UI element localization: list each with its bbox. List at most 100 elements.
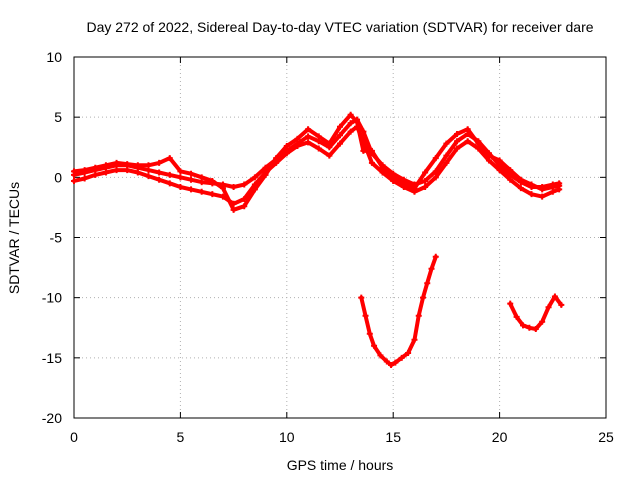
data-point <box>539 193 546 200</box>
data-point <box>166 171 173 178</box>
data-point <box>209 177 216 184</box>
data-point <box>241 203 248 210</box>
grid-lines <box>74 57 606 418</box>
data-point <box>230 183 237 190</box>
data-point <box>337 132 343 139</box>
data-point <box>283 150 290 157</box>
data-point <box>347 128 354 135</box>
y-tick-label: 10 <box>46 49 62 65</box>
data-point <box>337 140 343 147</box>
data-point <box>337 123 343 130</box>
data-point <box>305 139 312 146</box>
data-point <box>496 167 503 174</box>
data-point <box>188 170 195 177</box>
data-point <box>124 161 131 168</box>
data-point <box>526 324 533 331</box>
y-tick-label: -20 <box>42 410 62 426</box>
data-point <box>422 169 429 176</box>
data-points <box>71 111 565 369</box>
data-point <box>102 169 109 176</box>
data-point <box>305 126 312 133</box>
data-point <box>347 120 354 127</box>
data-point <box>539 318 546 325</box>
data-point <box>156 176 163 183</box>
data-point <box>198 174 205 181</box>
data-point <box>113 159 120 166</box>
data-point <box>528 181 535 188</box>
data-point <box>383 358 390 365</box>
data-point <box>422 183 429 190</box>
data-point <box>517 185 524 192</box>
data-point <box>283 143 290 150</box>
data-point <box>241 195 248 202</box>
data-point <box>360 128 367 135</box>
data-point <box>507 167 514 174</box>
data-point <box>428 265 435 272</box>
data-point <box>475 140 482 147</box>
data-point <box>419 294 426 301</box>
data-point <box>545 304 552 311</box>
data-point <box>71 177 77 184</box>
series-lower-right-segment <box>507 293 565 332</box>
data-point <box>294 135 301 142</box>
data-point <box>156 159 163 166</box>
series-trace <box>72 112 562 212</box>
y-axis-label: SDTVAR / TECUs <box>6 182 22 294</box>
x-tick-label: 5 <box>177 429 185 445</box>
data-point <box>315 145 322 152</box>
series-lower-v-segment <box>358 253 439 369</box>
data-point <box>262 171 269 178</box>
data-point <box>358 294 365 301</box>
data-point <box>219 185 226 192</box>
x-tick-label: 10 <box>279 429 295 445</box>
axis-ticks: 0 5 10 15 20 25 -20 -15 -10 -5 0 5 10 <box>42 49 614 445</box>
data-point <box>360 147 367 154</box>
data-point <box>464 138 471 145</box>
x-tick-label: 15 <box>385 429 401 445</box>
y-tick-label: -10 <box>42 290 62 306</box>
data-point <box>177 183 184 190</box>
data-point <box>92 171 99 178</box>
data-point <box>371 342 378 349</box>
data-point <box>177 174 184 181</box>
y-tick-label: -15 <box>42 350 62 366</box>
data-point <box>81 167 88 174</box>
data-point <box>513 313 520 320</box>
data-point <box>432 174 439 181</box>
data-point <box>405 350 412 357</box>
data-point <box>71 168 77 175</box>
data-point <box>134 169 141 176</box>
data-point <box>145 173 152 180</box>
data-point <box>366 330 373 337</box>
data-point <box>294 143 301 150</box>
data-point <box>443 159 450 166</box>
data-point <box>326 140 333 147</box>
data-point <box>368 147 375 154</box>
series-main-arc-c <box>71 111 563 213</box>
y-tick-label: 0 <box>54 169 62 185</box>
data-point <box>558 301 565 308</box>
data-point <box>390 174 397 181</box>
data-point <box>424 280 431 287</box>
data-point <box>326 152 333 159</box>
data-point <box>464 126 471 133</box>
data-point <box>134 162 141 169</box>
data-point <box>411 336 418 343</box>
data-point <box>81 175 88 182</box>
data-point <box>156 169 163 176</box>
y-tick-label: 5 <box>54 109 62 125</box>
data-point <box>528 191 535 198</box>
data-point <box>517 176 524 183</box>
data-point <box>532 325 539 332</box>
data-point <box>539 186 546 193</box>
data-point <box>251 174 258 181</box>
data-point <box>188 186 195 193</box>
data-point <box>422 177 429 184</box>
data-point <box>209 191 216 198</box>
data-point <box>556 182 563 189</box>
data-point <box>102 162 109 169</box>
series-trace <box>359 254 438 368</box>
data-point <box>388 362 395 369</box>
data-point <box>411 185 418 192</box>
